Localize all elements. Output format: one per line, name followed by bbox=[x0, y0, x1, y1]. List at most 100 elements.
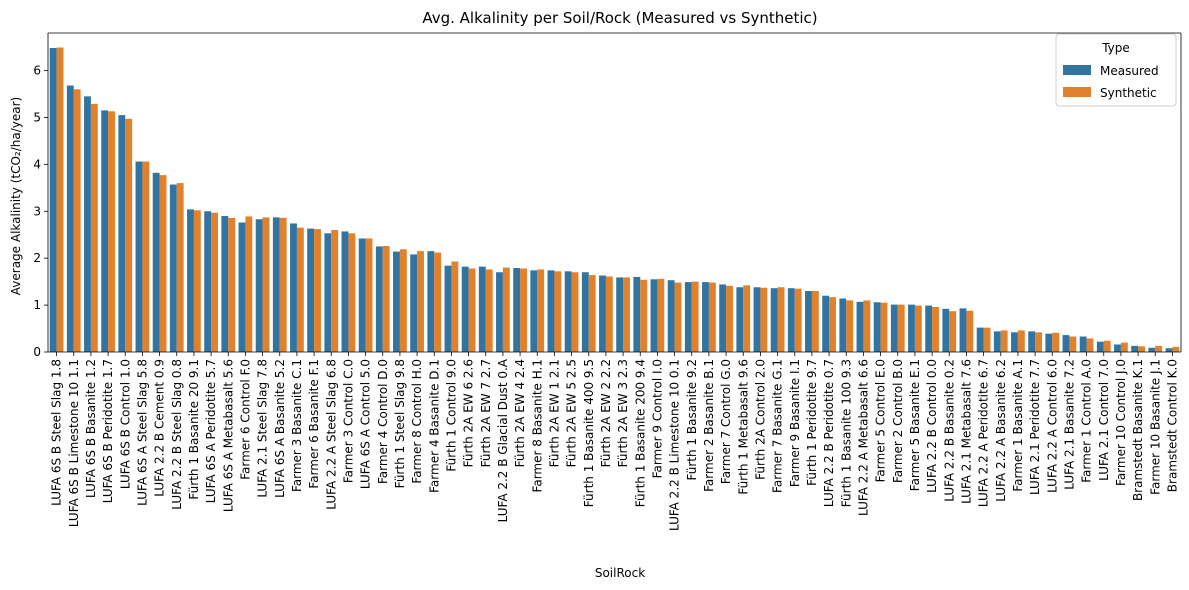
x-tick-label-36: LUFA 2.2 B Limestone 10 0.1 bbox=[668, 359, 682, 531]
x-tick-label-56: Farmer 1 Basanite A.1 bbox=[1011, 359, 1025, 492]
bar-measured-61 bbox=[1096, 341, 1104, 352]
bar-measured-9 bbox=[204, 211, 212, 352]
bar-synthetic-42 bbox=[777, 287, 785, 352]
bar-measured-27 bbox=[513, 268, 521, 352]
x-tick-label-4: LUFA 6S B Control 1.0 bbox=[118, 359, 132, 489]
bar-synthetic-25 bbox=[485, 269, 493, 352]
bar-measured-62 bbox=[1114, 344, 1121, 352]
bar-measured-29 bbox=[547, 270, 555, 352]
x-tick-label-38: Farmer 2 Basanite B.1 bbox=[702, 359, 716, 492]
x-tick-label-48: Farmer 5 Control E.0 bbox=[874, 359, 888, 482]
x-tick-label-25: Fürth 2A EW 7 2.7 bbox=[479, 359, 493, 467]
y-tick-label-3: 3 bbox=[33, 204, 41, 218]
bar-synthetic-10 bbox=[228, 217, 236, 352]
bar-synthetic-46 bbox=[846, 300, 854, 352]
bar-synthetic-44 bbox=[811, 291, 819, 352]
bar-measured-32 bbox=[599, 275, 606, 352]
x-tick-label-22: Farmer 4 Basanite D.1 bbox=[427, 359, 441, 493]
bar-synthetic-11 bbox=[245, 216, 253, 352]
bar-synthetic-30 bbox=[571, 272, 579, 352]
bar-measured-37 bbox=[684, 282, 692, 352]
x-tick-label-46: Fürth 1 Basanite 100 9.3 bbox=[839, 359, 853, 507]
x-tick-label-19: Farmer 4 Control D.0 bbox=[376, 359, 390, 484]
x-tick-label-27: Fürth 2A EW 4 2.4 bbox=[513, 359, 527, 467]
bar-synthetic-39 bbox=[726, 285, 733, 352]
bar-measured-12 bbox=[255, 219, 263, 352]
bar-synthetic-63 bbox=[1138, 346, 1145, 352]
bar-measured-49 bbox=[890, 304, 898, 352]
bar-synthetic-57 bbox=[1035, 332, 1042, 352]
chart-title: Avg. Alkalinity per Soil/Rock (Measured … bbox=[422, 9, 817, 27]
x-tick-label-32: Fürth 2A EW 2 2.2 bbox=[599, 359, 613, 467]
bar-measured-24 bbox=[461, 266, 469, 352]
bar-measured-34 bbox=[633, 276, 641, 352]
x-tick-label-16: LUFA 2.2 A Steel Slag 6.8 bbox=[324, 359, 338, 510]
x-tick-label-55: LUFA 2.2 A Basanite 6.2 bbox=[994, 359, 1008, 502]
x-tick-label-5: LUFA 6S A Steel Slag 5.8 bbox=[135, 359, 149, 506]
bar-synthetic-5 bbox=[142, 161, 150, 352]
bar-synthetic-26 bbox=[502, 267, 510, 352]
bar-synthetic-14 bbox=[296, 227, 304, 352]
y-tick-label-1: 1 bbox=[33, 298, 41, 312]
bar-measured-22 bbox=[427, 251, 435, 352]
bar-measured-31 bbox=[581, 272, 589, 352]
bar-measured-50 bbox=[908, 304, 915, 352]
x-tick-label-17: Farmer 3 Control C.0 bbox=[341, 359, 355, 483]
x-tick-label-23: Fürth 1 Control 9.0 bbox=[444, 359, 458, 472]
bar-measured-28 bbox=[530, 270, 538, 352]
bar-measured-8 bbox=[187, 209, 194, 352]
bar-synthetic-53 bbox=[966, 310, 974, 352]
bar-measured-43 bbox=[787, 288, 795, 352]
bar-synthetic-37 bbox=[691, 281, 699, 352]
bar-measured-13 bbox=[272, 217, 280, 352]
bar-synthetic-22 bbox=[434, 252, 442, 352]
bar-synthetic-18 bbox=[365, 238, 373, 352]
bar-synthetic-33 bbox=[623, 277, 630, 352]
bar-synthetic-48 bbox=[880, 302, 888, 352]
bar-synthetic-36 bbox=[674, 282, 682, 352]
x-tick-label-51: LUFA 2.2 B Control 0.0 bbox=[925, 359, 939, 493]
bar-synthetic-31 bbox=[588, 275, 596, 352]
bar-measured-53 bbox=[959, 308, 967, 352]
bar-synthetic-49 bbox=[897, 304, 905, 352]
bar-synthetic-16 bbox=[331, 230, 339, 352]
bar-synthetic-50 bbox=[914, 305, 922, 352]
bar-synthetic-62 bbox=[1120, 342, 1128, 352]
bar-measured-1 bbox=[66, 85, 74, 352]
x-tick-label-58: LUFA 2.2 A Control 6.0 bbox=[1045, 359, 1059, 493]
bar-synthetic-13 bbox=[279, 217, 287, 352]
x-tick-label-37: Fürth 1 Basanite 9.2 bbox=[685, 359, 699, 480]
bar-synthetic-47 bbox=[863, 300, 871, 352]
bar-measured-64 bbox=[1148, 347, 1156, 352]
bar-measured-55 bbox=[993, 331, 1001, 352]
y-tick-label-0: 0 bbox=[33, 345, 41, 359]
x-tick-label-13: LUFA 6S A Basanite 5.2 bbox=[273, 359, 287, 498]
x-tick-label-12: LUFA 2.1 Steel Slag 7.8 bbox=[256, 359, 270, 498]
y-tick-label-5: 5 bbox=[33, 110, 41, 124]
x-tick-label-64: Farmer 10 Basanite J.1 bbox=[1148, 359, 1162, 495]
bar-measured-15 bbox=[307, 228, 315, 352]
x-tick-label-61: LUFA 2.1 Control 7.0 bbox=[1097, 359, 1111, 481]
x-tick-label-29: Fürth 2A EW 1 2.1 bbox=[547, 359, 561, 467]
x-tick-label-53: LUFA 2.1 Metabasalt 7.6 bbox=[959, 359, 973, 504]
y-tick-label-6: 6 bbox=[33, 64, 41, 78]
bar-synthetic-15 bbox=[314, 229, 321, 352]
bar-synthetic-52 bbox=[949, 311, 957, 352]
x-tick-label-20: Fürth 1 Steel Slag 9.8 bbox=[393, 359, 407, 488]
bar-measured-39 bbox=[719, 284, 727, 352]
bar-measured-7 bbox=[169, 184, 177, 352]
legend-label-measured: Measured bbox=[1100, 64, 1159, 78]
bar-synthetic-65 bbox=[1172, 346, 1180, 352]
bar-synthetic-0 bbox=[56, 47, 64, 352]
legend-title: Type bbox=[1101, 41, 1130, 55]
x-tick-label-62: Farmer 10 Control J.0 bbox=[1114, 359, 1128, 486]
bar-measured-40 bbox=[736, 287, 744, 352]
x-tick-label-6: LUFA 2.2 B Cement 0.9 bbox=[153, 359, 167, 497]
bar-measured-46 bbox=[839, 298, 847, 352]
x-tick-label-43: Farmer 9 Basanite I.1 bbox=[788, 359, 802, 487]
x-tick-label-14: Farmer 3 Basanite C.1 bbox=[290, 359, 304, 492]
bar-synthetic-40 bbox=[743, 285, 751, 352]
bar-measured-0 bbox=[49, 48, 57, 352]
x-tick-label-15: Farmer 6 Basanite F.1 bbox=[307, 359, 321, 489]
x-tick-label-0: LUFA 6S B Steel Slag 1.8 bbox=[50, 359, 64, 506]
